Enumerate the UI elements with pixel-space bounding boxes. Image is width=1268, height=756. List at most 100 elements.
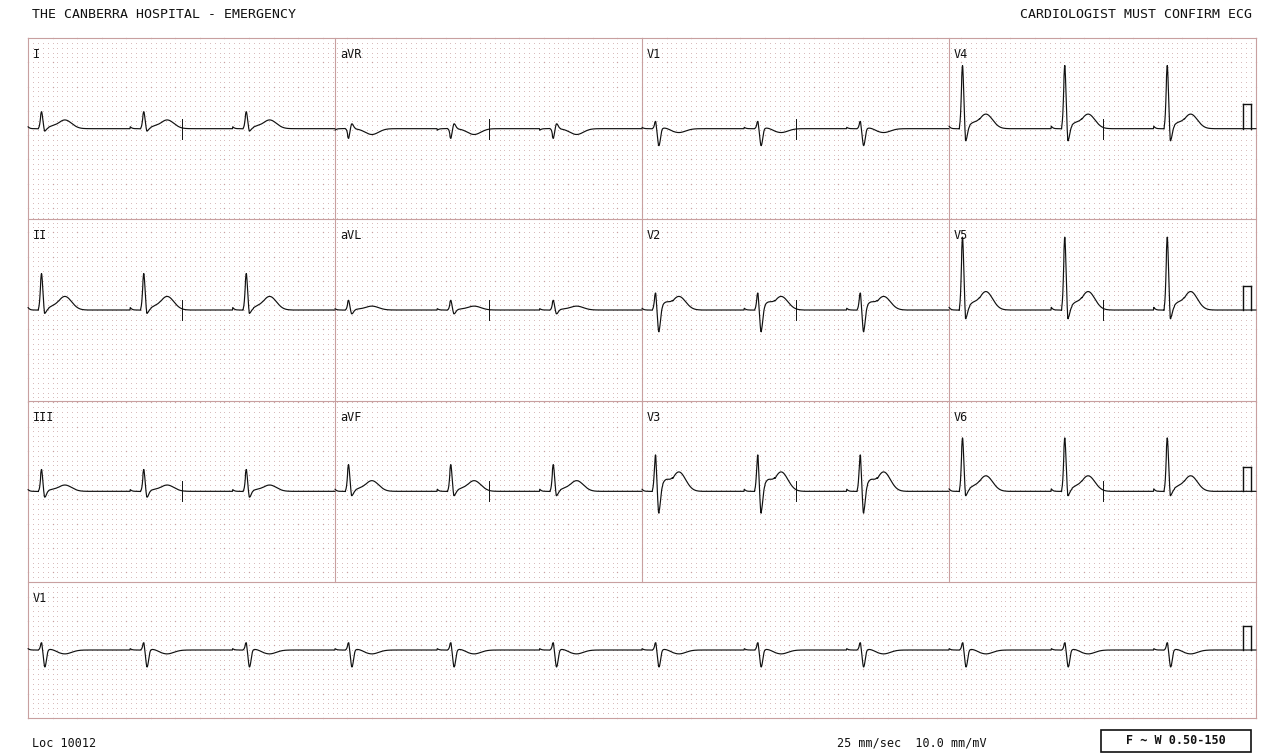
Point (814, 290, 834, 302)
Point (455, 37, 476, 49)
Point (269, 571, 289, 583)
Point (932, 314, 952, 326)
Point (524, 47, 544, 59)
Point (382, 187, 402, 200)
Point (657, 216, 677, 228)
Point (455, 226, 476, 238)
Point (67, 163, 87, 175)
Point (126, 85, 146, 98)
Point (838, 139, 858, 151)
Point (1050, 683, 1070, 695)
Point (421, 654, 441, 666)
Point (342, 76, 363, 88)
Point (235, 460, 255, 472)
Point (401, 644, 421, 656)
Point (1172, 275, 1192, 287)
Point (421, 246, 441, 258)
Point (298, 81, 318, 93)
Point (72, 260, 93, 272)
Point (524, 590, 544, 603)
Point (637, 76, 657, 88)
Point (1093, 508, 1113, 520)
Point (57, 280, 77, 292)
Point (662, 358, 682, 370)
Point (308, 386, 328, 398)
Point (180, 630, 200, 642)
Point (838, 304, 858, 316)
Point (77, 624, 98, 637)
Point (936, 469, 956, 481)
Point (1014, 392, 1035, 404)
Point (1084, 702, 1104, 714)
Point (1093, 197, 1113, 209)
Point (631, 445, 652, 457)
Point (96, 280, 117, 292)
Point (858, 416, 879, 428)
Point (180, 367, 200, 380)
Point (185, 367, 205, 380)
Point (912, 256, 932, 268)
Point (647, 81, 667, 93)
Point (848, 673, 869, 685)
Point (553, 148, 573, 160)
Point (848, 392, 869, 404)
Point (57, 168, 77, 180)
Point (1148, 528, 1168, 540)
Point (519, 596, 539, 608)
Point (117, 56, 137, 68)
Point (1158, 649, 1178, 661)
Point (508, 460, 529, 472)
Point (1168, 586, 1188, 598)
Point (361, 634, 382, 646)
Point (283, 562, 303, 574)
Point (1177, 430, 1197, 442)
Point (165, 571, 185, 583)
Point (387, 610, 407, 622)
Point (647, 265, 667, 277)
Point (534, 537, 554, 549)
Point (303, 236, 323, 248)
Point (337, 697, 358, 709)
Point (1035, 430, 1055, 442)
Point (269, 192, 289, 204)
Point (917, 37, 937, 49)
Point (283, 275, 303, 287)
Point (445, 192, 465, 204)
Point (780, 406, 800, 418)
Point (81, 37, 101, 49)
Point (607, 362, 628, 374)
Point (136, 299, 156, 311)
Point (760, 590, 780, 603)
Point (401, 338, 421, 350)
Point (214, 163, 235, 175)
Point (637, 416, 657, 428)
Point (278, 168, 298, 180)
Point (308, 294, 328, 306)
Point (710, 246, 730, 258)
Point (1163, 153, 1183, 166)
Point (760, 581, 780, 593)
Point (1054, 250, 1074, 262)
Point (278, 144, 298, 156)
Point (38, 100, 58, 112)
Point (505, 173, 525, 185)
Point (219, 197, 240, 209)
Point (912, 129, 932, 141)
Point (995, 654, 1016, 666)
Point (430, 250, 450, 262)
Point (366, 114, 387, 126)
Point (597, 178, 618, 190)
Point (893, 634, 913, 646)
Point (238, 250, 259, 262)
Point (101, 566, 122, 578)
Point (209, 148, 230, 160)
Point (366, 362, 387, 374)
Point (647, 71, 667, 83)
Point (136, 66, 156, 78)
Point (117, 620, 137, 632)
Point (1006, 71, 1026, 83)
Point (558, 508, 578, 520)
Point (308, 37, 328, 49)
Point (975, 124, 995, 136)
Point (1221, 105, 1241, 117)
